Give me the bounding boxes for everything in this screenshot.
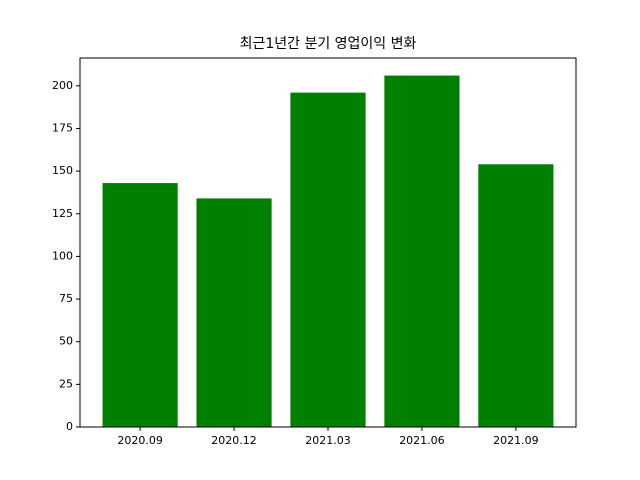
chart-title: 최근1년간 분기 영업이익 변화 [240, 36, 417, 52]
x-tick-label: 2020.09 [117, 434, 163, 447]
x-tick-label: 2021.03 [305, 434, 351, 447]
y-tick-label: 125 [52, 207, 73, 220]
bar [384, 75, 460, 428]
x-tick-label: 2020.12 [211, 434, 257, 447]
plot-frame [79, 57, 577, 428]
y-tick-label: 150 [52, 164, 73, 177]
y-tick-label: 50 [59, 335, 73, 348]
y-tick-label: 175 [52, 121, 73, 134]
y-tick-label: 0 [66, 420, 73, 433]
y-tick-label: 75 [59, 292, 73, 305]
y-tick-label: 25 [59, 377, 73, 390]
bar [102, 183, 178, 427]
y-tick-label: 200 [52, 79, 73, 92]
bar [196, 198, 272, 427]
bar [478, 164, 554, 427]
x-tick-label: 2021.09 [493, 434, 539, 447]
y-tick-label: 100 [52, 249, 73, 262]
x-tick-label: 2021.06 [399, 434, 445, 447]
bar [290, 92, 366, 427]
